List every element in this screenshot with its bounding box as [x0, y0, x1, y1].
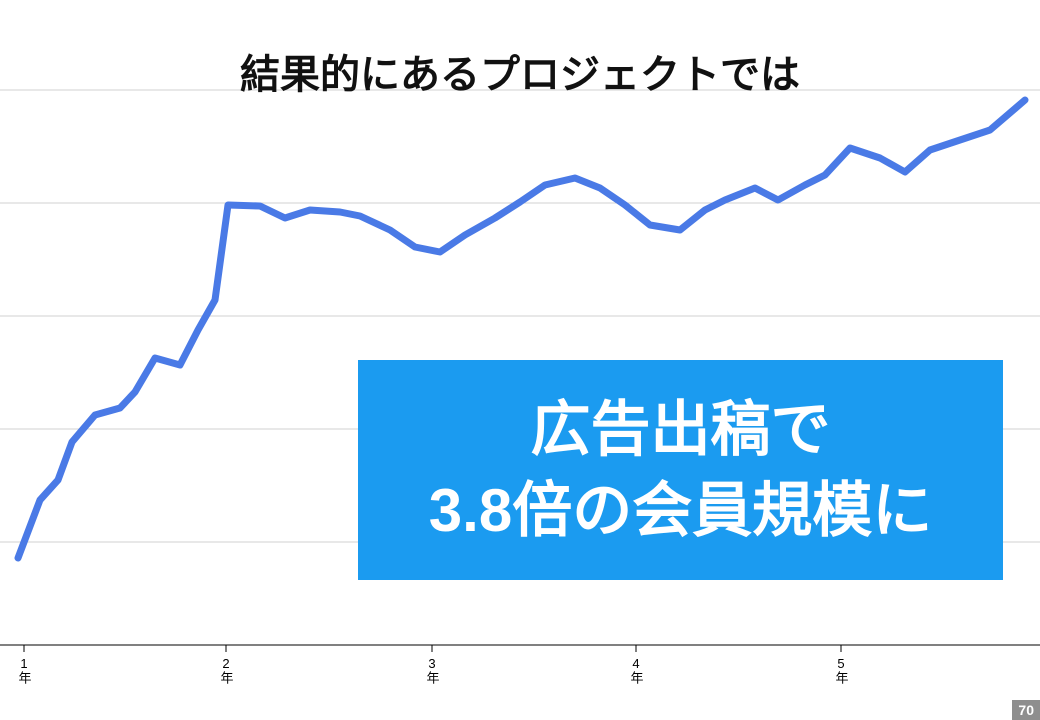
page-number: 70 — [1012, 700, 1040, 720]
x-axis-label: 5年 — [832, 656, 851, 684]
x-axis-label: 3年 — [423, 656, 442, 684]
callout-line-2: 3.8倍の会員規模に — [429, 470, 932, 551]
x-axis-label: 4年 — [627, 656, 646, 684]
x-axis-label: 1年 — [15, 656, 34, 684]
callout-line-1: 広告出稿で — [531, 389, 831, 470]
result-callout: 広告出稿で 3.8倍の会員規模に — [358, 360, 1003, 580]
x-axis-label: 2年 — [217, 656, 236, 684]
slide-title: 結果的にあるプロジェクトでは — [0, 42, 1040, 100]
slide: 結果的にあるプロジェクトでは 広告出稿で 3.8倍の会員規模に 1年 2年 3年 4年… — [0, 0, 1040, 720]
